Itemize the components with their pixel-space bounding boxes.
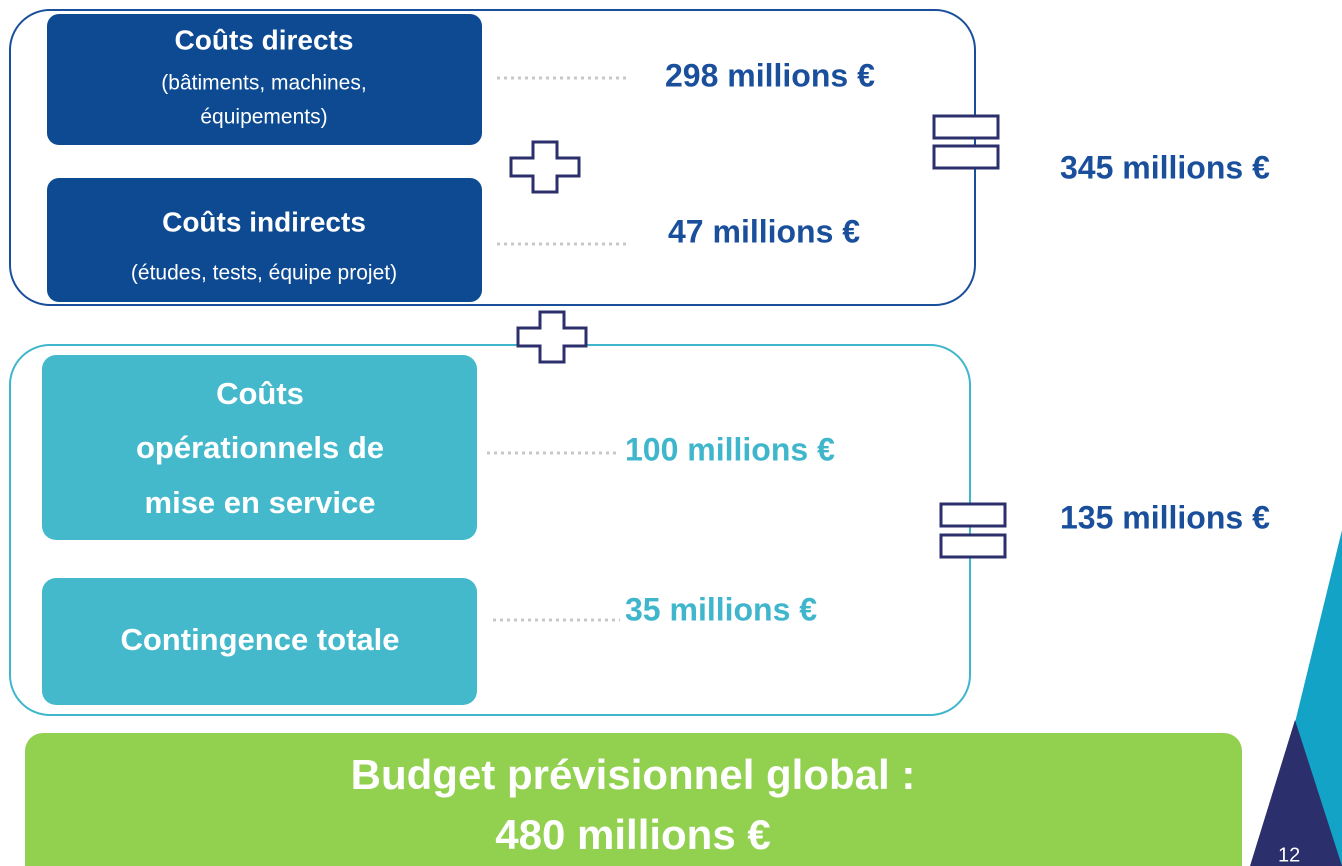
cost-detail: équipements): [200, 106, 327, 129]
equals-sign: [932, 144, 1000, 170]
cost-amount: 100 millions €: [625, 431, 835, 467]
cost-detail: (bâtiments, machines,: [161, 72, 366, 95]
subtotal: 345 millions €: [1060, 149, 1270, 185]
cost-title: Coûts: [216, 376, 304, 411]
decor-triangle: [1250, 720, 1342, 866]
cost-box: [42, 578, 477, 705]
cost-amount: 47 millions €: [668, 213, 860, 249]
group-frame: [9, 344, 971, 716]
cost-box: [47, 178, 482, 302]
cost-box: [47, 14, 482, 145]
equals-sign: [939, 502, 1007, 528]
total-text: 480 millions €: [495, 811, 770, 858]
cost-title: mise en service: [145, 485, 376, 520]
plus-sign: [516, 310, 588, 364]
cost-amount: 35 millions €: [625, 591, 817, 627]
equals-sign: [932, 114, 1000, 140]
cost-amount: 298 millions €: [665, 57, 875, 93]
cost-box: [42, 355, 477, 540]
cost-title: Coûts indirects: [162, 206, 366, 237]
subtotal: 135 millions €: [1060, 499, 1270, 535]
cost-title: Coûts directs: [175, 24, 354, 55]
page-number: 12: [1278, 844, 1300, 866]
plus-sign: [509, 140, 581, 194]
equals-sign: [939, 533, 1007, 559]
cost-title: opérationnels de: [136, 430, 384, 465]
total-box: [25, 733, 1242, 866]
cost-detail: (études, tests, équipe projet): [131, 262, 397, 285]
total-text: Budget prévisionnel global :: [351, 751, 916, 798]
cost-title: Contingence totale: [120, 622, 399, 657]
